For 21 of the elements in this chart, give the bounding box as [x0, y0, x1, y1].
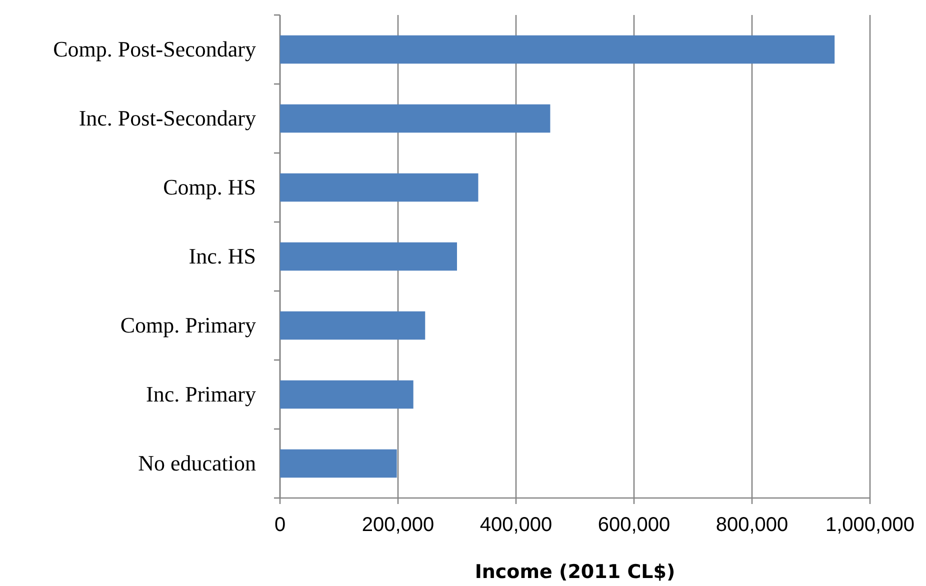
bar	[280, 104, 550, 133]
y-tick-label: Comp. HS	[163, 174, 256, 200]
x-tick-label: 0	[274, 514, 286, 536]
y-tick-label: Inc. Primary	[146, 382, 256, 406]
x-tick-label: 800,000	[716, 514, 788, 536]
y-tick-label: Inc. Post-Secondary	[78, 106, 256, 130]
bar	[280, 35, 835, 64]
x-tick-label: 1,000,000	[826, 514, 914, 536]
bar	[280, 380, 414, 409]
x-tick-label: 400,000	[480, 514, 552, 536]
bar	[280, 449, 397, 478]
y-tick-label: Inc. HS	[188, 244, 256, 268]
x-tick-label: 200,000	[362, 514, 434, 536]
y-tick-label: Comp. Primary	[120, 312, 256, 338]
y-tick-label: No education	[138, 450, 256, 476]
x-tick-label: 600,000	[598, 514, 670, 536]
bar	[280, 311, 426, 340]
bar	[280, 242, 457, 271]
bar	[280, 173, 478, 202]
x-axis-title: Income (2011 CL$)	[474, 561, 676, 583]
y-tick-label: Comp. Post-Secondary	[53, 36, 256, 62]
